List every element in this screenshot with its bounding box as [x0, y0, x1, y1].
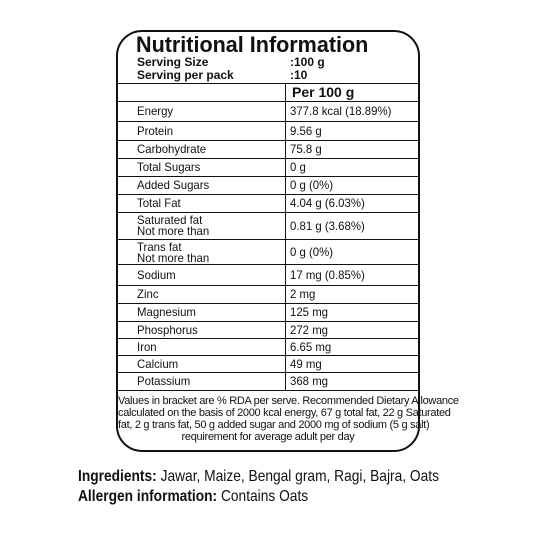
- rule: [116, 285, 420, 286]
- rule: [116, 390, 420, 391]
- serving-value: :100 g: [290, 55, 325, 69]
- rule: [116, 239, 420, 240]
- rule: [116, 303, 420, 304]
- nutrient-name: Carbohydrate: [137, 142, 207, 156]
- title: Nutritional Information: [136, 32, 369, 57]
- serving-label: Serving Size: [137, 55, 209, 69]
- value-cell: 125 mg: [290, 305, 329, 319]
- serving-label: Serving per pack: [137, 68, 234, 82]
- rule: [116, 212, 420, 213]
- value-cell: 4.04 g (6.03%): [290, 196, 365, 210]
- footnote: fat, 2 g trans fat, 50 g added sugar and…: [118, 419, 430, 431]
- rule: [116, 355, 420, 356]
- value-cell: 0.81 g (3.68%): [290, 218, 365, 233]
- ingredients-label: Ingredients:: [78, 468, 157, 485]
- nutrient-name: Added Sugars: [137, 178, 210, 192]
- nutrient-name: Energy: [137, 104, 174, 118]
- column-divider: [285, 83, 286, 390]
- nutrient-name: Calcium: [137, 356, 179, 371]
- nutrient-name: Magnesium: [137, 305, 196, 319]
- rule: [116, 121, 420, 122]
- rule: [116, 194, 420, 195]
- nutrient-name: Zinc: [137, 287, 159, 301]
- value-cell: 9.56 g: [290, 123, 322, 138]
- value-cell: 368 mg: [290, 374, 329, 388]
- label-border: [116, 30, 420, 452]
- column-header: Per 100 g: [292, 84, 355, 100]
- nutrient-name: Not more than: [137, 224, 210, 238]
- rule: [116, 372, 420, 373]
- rule: [116, 264, 420, 265]
- nutrient-name: Not more than: [137, 251, 210, 265]
- value-cell: 49 mg: [290, 356, 322, 371]
- value-cell: 377.8 kcal (18.89%): [290, 104, 392, 118]
- footnote: calculated on the basis of 2000 kcal ene…: [118, 407, 451, 419]
- nutrient-name: Trans fat: [137, 240, 182, 254]
- value-cell: 2 mg: [290, 287, 316, 301]
- allergen-label: Allergen information:: [78, 488, 218, 505]
- rule: [116, 101, 420, 102]
- nutrient-name: Potassium: [137, 374, 191, 388]
- ingredients-line: Ingredients: Jawar, Maize, Bengal gram, …: [78, 468, 439, 486]
- value-cell: 0 g (0%): [290, 178, 334, 192]
- value-cell: 272 mg: [290, 322, 329, 337]
- nutrient-name: Iron: [137, 339, 157, 354]
- rule: [116, 176, 420, 177]
- allergen-line: Allergen information: Contains Oats: [78, 488, 308, 506]
- rule: [116, 158, 420, 159]
- nutrient-name: Total Fat: [137, 196, 181, 210]
- nutrient-name: Phosphorus: [137, 322, 198, 337]
- rule: [116, 140, 420, 141]
- value-cell: 0 g: [290, 160, 306, 174]
- value-cell: 75.8 g: [290, 142, 322, 156]
- rule: [116, 338, 420, 339]
- nutrient-name: Saturated fat: [137, 213, 203, 227]
- rule: [116, 321, 420, 322]
- nutrient-name: Protein: [137, 123, 174, 138]
- footnote: Values in bracket are % RDA per serve. R…: [118, 395, 459, 407]
- nutrient-name: Total Sugars: [137, 160, 201, 174]
- ingredients-text: Jawar, Maize, Bengal gram, Ragi, Bajra, …: [160, 468, 439, 485]
- value-cell: 6.65 mg: [290, 339, 332, 354]
- rule: [116, 83, 420, 84]
- footnote: requirement for average adult per day: [181, 431, 355, 443]
- serving-value: :10: [290, 68, 308, 82]
- value-cell: 17 mg (0.85%): [290, 267, 365, 282]
- value-cell: 0 g (0%): [290, 244, 334, 259]
- allergen-text: Contains Oats: [220, 488, 309, 505]
- nutrient-name: Sodium: [137, 267, 176, 282]
